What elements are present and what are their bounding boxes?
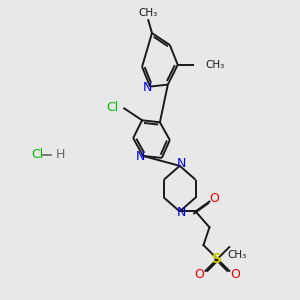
Text: CH₃: CH₃	[206, 60, 225, 70]
Text: N: N	[177, 158, 186, 170]
Text: N: N	[135, 150, 145, 164]
Text: CH₃: CH₃	[138, 8, 158, 18]
Text: N: N	[142, 81, 152, 94]
Text: O: O	[230, 268, 240, 281]
Text: O: O	[209, 192, 219, 205]
Text: N: N	[177, 206, 186, 219]
Text: S: S	[212, 252, 222, 266]
Text: CH₃: CH₃	[228, 250, 247, 260]
Text: O: O	[195, 268, 205, 281]
Text: H: H	[56, 148, 65, 161]
Text: Cl: Cl	[31, 148, 44, 161]
Text: Cl: Cl	[106, 101, 118, 114]
